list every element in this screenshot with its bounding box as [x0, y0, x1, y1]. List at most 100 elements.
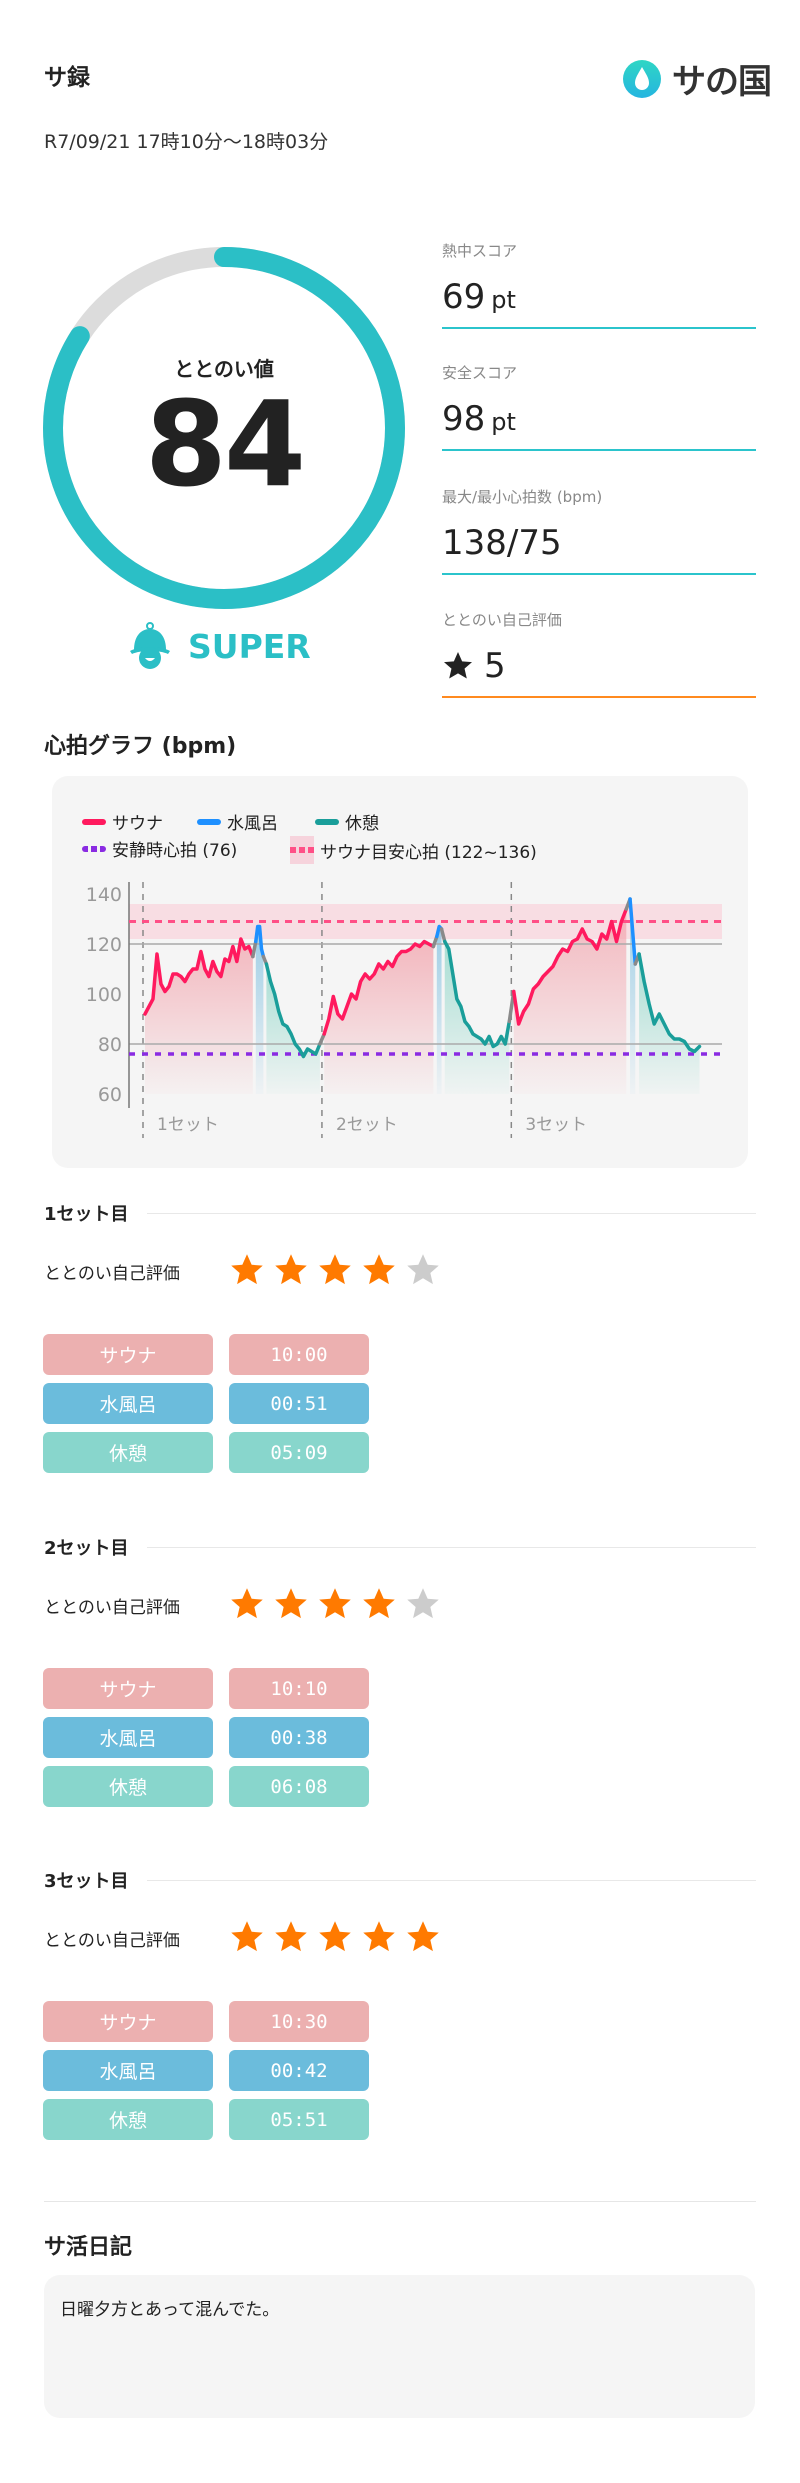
star-icon: [319, 1588, 351, 1619]
star-icon: [444, 652, 472, 679]
set-label: 1セット: [157, 1115, 219, 1135]
cold-hr-line: [628, 897, 638, 966]
set-label: 2セット: [336, 1115, 398, 1135]
legend-rest: 休憩: [315, 809, 379, 834]
set-label: 3セット: [525, 1115, 587, 1135]
rest-area: [266, 964, 320, 1094]
transition-hr-line: [439, 927, 447, 944]
metric-safety-score: 安全スコア 98 pt: [442, 362, 756, 451]
metric-underline: [442, 327, 756, 329]
sauna-hr-line: [143, 937, 255, 1016]
phase-duration-chip: 10:10: [229, 1668, 369, 1709]
phase-label-chip: 休憩: [43, 2099, 213, 2140]
sauna-hr-line: [322, 939, 436, 1036]
rest-area: [444, 941, 510, 1094]
y-tick-label: 60: [98, 1084, 122, 1106]
metric-value: 138/75: [442, 523, 562, 563]
rest-hr-line: [264, 962, 322, 1059]
star-rating: [229, 1252, 441, 1288]
star-icon: [231, 1588, 263, 1619]
divider: [146, 1879, 756, 1881]
set-header: 2セット目: [44, 1534, 756, 1560]
star-icon: [275, 1254, 307, 1285]
metric-unit: pt: [491, 286, 516, 314]
transition-hr-line: [251, 939, 258, 959]
cold-area: [255, 926, 264, 1094]
rating-label: ととのい自己評価: [44, 1598, 180, 1618]
metric-label: 熱中スコア: [442, 242, 518, 260]
star-icon: [363, 1921, 395, 1952]
star-icon: [231, 1921, 263, 1952]
rank-label: SUPER: [188, 626, 311, 666]
phase-duration-chip: 06:08: [229, 1766, 369, 1807]
gauge-label: ととのい値: [174, 357, 274, 381]
heart-rate-plot: 1セット 2セット 3セット 140 120 100 80 60: [86, 882, 722, 1138]
star-icon: [275, 1921, 307, 1952]
metric-unit: pt: [491, 408, 516, 436]
y-tick-label: 120: [86, 934, 122, 956]
divider: [44, 2201, 756, 2202]
cold-area: [436, 926, 442, 1094]
phase-label-chip: サウナ: [43, 1334, 213, 1375]
legend-swatch: [290, 836, 314, 864]
phase-duration-chip: 00:51: [229, 1383, 369, 1424]
metric-label: 最大/最小心拍数 (bpm): [442, 488, 603, 506]
star-icon: [319, 1254, 351, 1285]
phase-duration-chip: 00:42: [229, 2050, 369, 2091]
phase-label-chip: 水風呂: [43, 2050, 213, 2091]
metric-underline: [442, 573, 756, 575]
rating-label: ととのい自己評価: [44, 1264, 180, 1284]
session-datetime: R7/09/21 17時10分〜18時03分: [44, 131, 329, 153]
metric-self-rating: ととのい自己評価 5: [442, 609, 756, 698]
set-title: 3セット目: [44, 1871, 129, 1892]
legend-target-hr: サウナ目安心拍 (122~136): [290, 836, 537, 864]
phase-label-chip: サウナ: [43, 2001, 213, 2042]
star-rating: [229, 1919, 441, 1955]
metric-underline: [442, 696, 756, 698]
metric-value: 98: [442, 399, 486, 439]
transition-hr-line: [318, 1032, 326, 1046]
diary-text: 日曜夕方とあって混んでた。: [44, 2275, 755, 2418]
legend-cold: 水風呂: [197, 809, 278, 834]
cold-area: [630, 899, 636, 1094]
legend-label: 休憩: [345, 814, 379, 834]
star-icon: [363, 1254, 395, 1285]
phase-duration-chip: 10:00: [229, 1334, 369, 1375]
legend-swatch: [197, 818, 221, 825]
metric-label: 安全スコア: [442, 364, 518, 382]
star-icon: [407, 1254, 439, 1285]
phase-duration-chip: 05:09: [229, 1432, 369, 1473]
phase-label-chip: サウナ: [43, 1668, 213, 1709]
phase-label-chip: 休憩: [43, 1432, 213, 1473]
legend-sauna: サウナ: [82, 809, 163, 834]
transition-hr-line: [431, 934, 439, 949]
set-header: 1セット目: [44, 1200, 756, 1226]
heart-rate-graph-title: 心拍グラフ (bpm): [44, 734, 237, 759]
metric-label: ととのい自己評価: [442, 611, 562, 629]
sauna-hat-icon: [130, 622, 170, 669]
divider: [146, 1212, 756, 1214]
diary-text-content: 日曜夕方とあって混んでた。: [60, 2300, 280, 2320]
legend-label: サウナ: [112, 814, 163, 834]
set-title: 1セット目: [44, 1204, 129, 1225]
legend-resting-hr: 安静時心拍 (76): [82, 836, 237, 861]
rating-label: ととのい自己評価: [44, 1931, 180, 1951]
rank-badge: SUPER: [128, 622, 311, 670]
y-tick-label: 100: [86, 984, 122, 1006]
rest-hr-line: [442, 939, 512, 1049]
logo: サの国: [622, 54, 772, 103]
phase-duration-chip: 10:30: [229, 2001, 369, 2042]
legend-swatch: [82, 845, 106, 852]
totonoi-gauge: [43, 247, 405, 609]
metric-value: 69: [442, 277, 486, 317]
metric-underline: [442, 449, 756, 451]
divider: [146, 1546, 756, 1548]
sauna-area: [513, 909, 627, 1094]
star-rating: [229, 1586, 441, 1622]
legend-label: 安静時心拍 (76): [112, 841, 238, 861]
legend-swatch: [315, 818, 339, 825]
star-icon: [275, 1588, 307, 1619]
page-title: サ録: [44, 65, 90, 91]
gauge-value: 84: [144, 375, 306, 513]
y-tick-label: 140: [86, 884, 122, 906]
